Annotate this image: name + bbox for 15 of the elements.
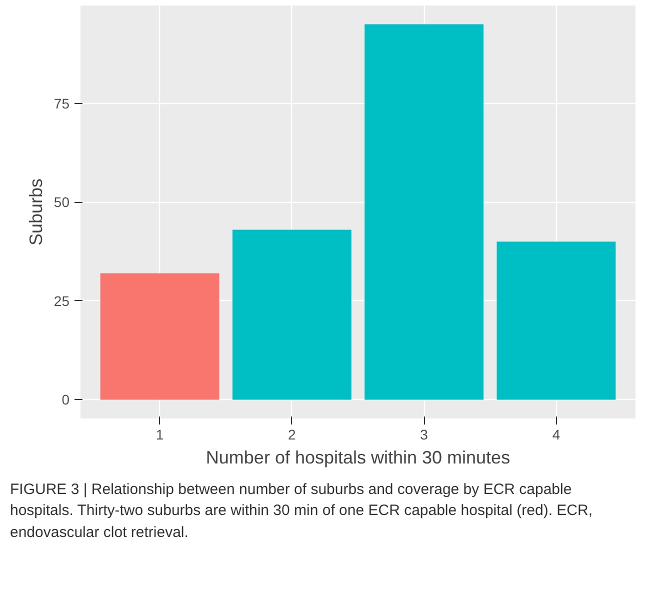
y-tick-label: 75 (54, 95, 70, 112)
bar (232, 230, 352, 400)
y-tick-label: 0 (62, 392, 70, 408)
y-axis-title: Suburbs (26, 178, 46, 246)
x-tick-label: 1 (156, 426, 164, 442)
y-tick-label: 25 (54, 292, 70, 309)
x-tick-label: 2 (288, 426, 296, 442)
x-tick-label: 3 (420, 426, 428, 442)
bar (496, 242, 616, 400)
caption: FIGURE 3 | Relationship between number of suburbs and coverage by ECR capable hospitals. Thirty-two suburbs are within 30 min of one ECR capable hospital (red). ECR, endovascular clot retrieval. (10, 480, 594, 543)
bar (364, 24, 484, 400)
x-axis-title: Number of hospitals within 30 minutes (206, 448, 510, 468)
x-tick-label: 4 (552, 426, 560, 442)
bar (100, 273, 220, 400)
y-tick-label: 50 (54, 194, 70, 210)
